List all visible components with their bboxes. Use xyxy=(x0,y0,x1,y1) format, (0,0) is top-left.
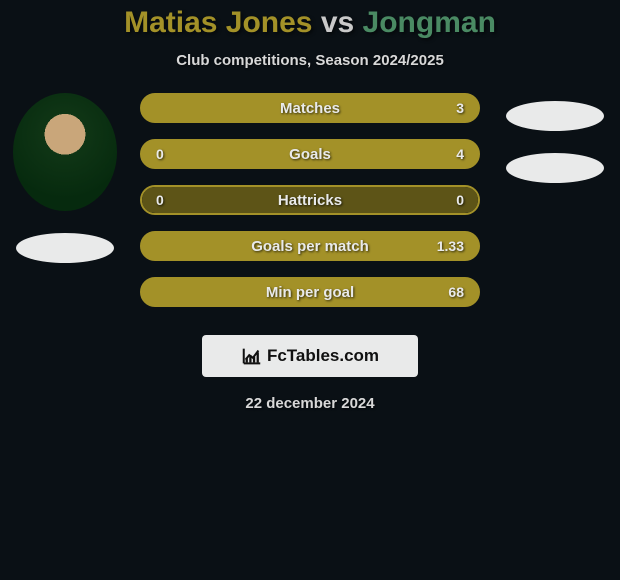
stat-bar-right xyxy=(310,187,478,213)
stat-label: Goals per match xyxy=(142,238,478,255)
branding-badge: FcTables.com xyxy=(202,335,418,377)
stat-row: Matches3 xyxy=(140,93,480,123)
comparison-panel: Matches3 Goals0 4 Hattricks00 Goals per matc… xyxy=(0,93,620,307)
stat-value-left: 0 xyxy=(156,141,164,167)
player2-name-pill-2 xyxy=(506,153,604,183)
vs-separator: vs xyxy=(313,6,363,39)
player2-name: Jongman xyxy=(363,6,496,39)
stat-row: Hattricks00 xyxy=(140,185,480,215)
footer-date: 22 december 2024 xyxy=(0,395,620,412)
stat-label: Min per goal xyxy=(142,284,478,301)
subtitle: Club competitions, Season 2024/2025 xyxy=(0,52,620,69)
player1-name: Matias Jones xyxy=(124,6,312,39)
page-title: Matias Jones vs Jongman xyxy=(0,6,620,40)
player2-column xyxy=(498,93,612,183)
stat-value-right: 4 xyxy=(456,141,464,167)
stat-row: Goals per match1.33 xyxy=(140,231,480,261)
stat-bar-left xyxy=(142,187,310,213)
stat-label: Goals xyxy=(142,146,478,163)
chart-icon xyxy=(241,345,263,367)
stat-row: Min per goal68 xyxy=(140,277,480,307)
stat-value-right: 3 xyxy=(456,95,464,121)
player2-name-pill-1 xyxy=(506,101,604,131)
stat-value-right: 1.33 xyxy=(437,233,464,259)
branding-text: FcTables.com xyxy=(267,346,379,366)
stat-row: Goals0 4 xyxy=(140,139,480,169)
player1-column xyxy=(8,93,122,263)
stat-label: Matches xyxy=(142,100,478,117)
stats-column: Matches3 Goals0 4 Hattricks00 Goals per matc… xyxy=(140,93,480,307)
stat-value-right: 68 xyxy=(448,279,464,305)
player1-avatar xyxy=(13,93,117,211)
player1-name-pill xyxy=(16,233,114,263)
